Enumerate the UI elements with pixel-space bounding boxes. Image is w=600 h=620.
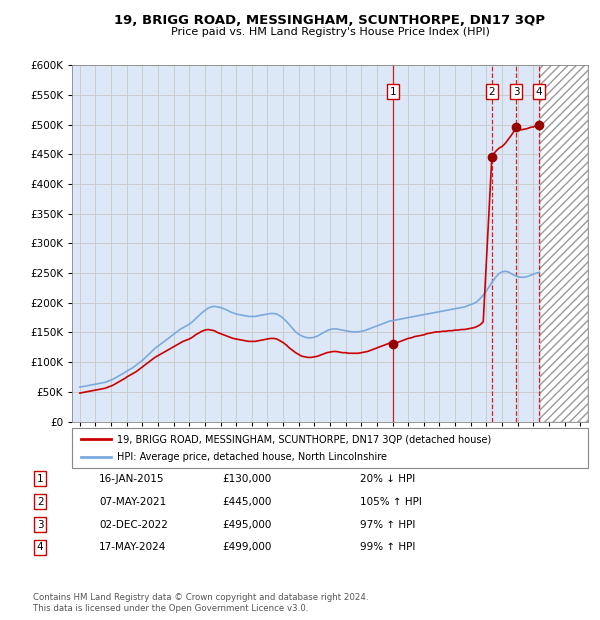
Text: 4: 4 xyxy=(37,542,44,552)
Text: 19, BRIGG ROAD, MESSINGHAM, SCUNTHORPE, DN17 3QP (detached house): 19, BRIGG ROAD, MESSINGHAM, SCUNTHORPE, … xyxy=(117,434,491,444)
Text: Contains HM Land Registry data © Crown copyright and database right 2024.
This d: Contains HM Land Registry data © Crown c… xyxy=(33,593,368,613)
Text: 3: 3 xyxy=(513,87,520,97)
Text: 02-DEC-2022: 02-DEC-2022 xyxy=(99,520,168,529)
Text: 2: 2 xyxy=(488,87,495,97)
Text: 4: 4 xyxy=(536,87,542,97)
Text: 17-MAY-2024: 17-MAY-2024 xyxy=(99,542,166,552)
Text: 1: 1 xyxy=(390,87,397,97)
Text: £499,000: £499,000 xyxy=(222,542,271,552)
Text: 07-MAY-2021: 07-MAY-2021 xyxy=(99,497,166,507)
Bar xyxy=(541,65,588,422)
Text: 19, BRIGG ROAD, MESSINGHAM, SCUNTHORPE, DN17 3QP: 19, BRIGG ROAD, MESSINGHAM, SCUNTHORPE, … xyxy=(115,14,545,27)
Text: 99% ↑ HPI: 99% ↑ HPI xyxy=(360,542,415,552)
Text: 16-JAN-2015: 16-JAN-2015 xyxy=(99,474,164,484)
Text: 1: 1 xyxy=(37,474,44,484)
Text: £495,000: £495,000 xyxy=(222,520,271,529)
Text: £445,000: £445,000 xyxy=(222,497,271,507)
Text: £130,000: £130,000 xyxy=(222,474,271,484)
Text: 2: 2 xyxy=(37,497,44,507)
Text: 3: 3 xyxy=(37,520,44,529)
Text: 97% ↑ HPI: 97% ↑ HPI xyxy=(360,520,415,529)
Bar xyxy=(541,65,588,422)
Text: HPI: Average price, detached house, North Lincolnshire: HPI: Average price, detached house, Nort… xyxy=(117,452,387,462)
Text: Price paid vs. HM Land Registry's House Price Index (HPI): Price paid vs. HM Land Registry's House … xyxy=(170,27,490,37)
Text: 20% ↓ HPI: 20% ↓ HPI xyxy=(360,474,415,484)
Text: 105% ↑ HPI: 105% ↑ HPI xyxy=(360,497,422,507)
